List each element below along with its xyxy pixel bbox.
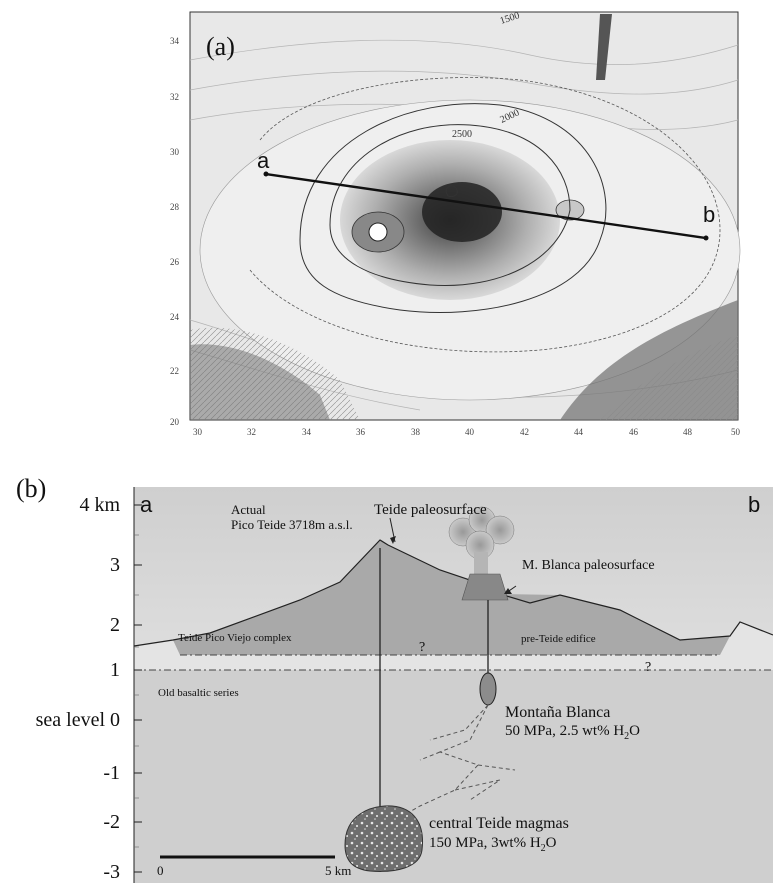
- central-teide-title: central Teide magmas: [429, 815, 569, 832]
- contour-lines: [299, 103, 607, 313]
- map-x-tick: 38: [411, 427, 420, 437]
- map-y-tick: 32: [170, 92, 179, 102]
- map-x-tick: 42: [520, 427, 529, 437]
- y-label-1: 1: [110, 659, 120, 681]
- y-label-4km: 4 km: [79, 494, 120, 516]
- map-y-tick: 30: [170, 147, 179, 157]
- mblanca-paleosurface-label: M. Blanca paleosurface: [522, 558, 655, 573]
- relief-map: [189, 11, 741, 421]
- teide-paleo-arrow: [389, 517, 396, 543]
- map-y-tick: 34: [170, 36, 179, 46]
- y-label-minus3: -3: [103, 861, 120, 883]
- map-y-tick: 24: [170, 312, 179, 322]
- y-label-sea-level: sea level 0: [35, 709, 120, 731]
- actual-label: Actual: [231, 502, 266, 517]
- y-axis-ticks: [134, 504, 142, 873]
- panel-b-label: (b): [16, 474, 47, 503]
- map-x-tick: 36: [356, 427, 365, 437]
- mblanca-paleo-arrow: [505, 585, 517, 594]
- map-x-tick: 46: [629, 427, 638, 437]
- map-x-tick: 32: [247, 427, 256, 437]
- map-x-tick: 44: [574, 427, 583, 437]
- y-label-2: 2: [110, 614, 120, 636]
- ravine: [596, 14, 612, 80]
- map-y-tick: 20: [170, 417, 179, 427]
- y-label-3: 3: [110, 554, 120, 576]
- scale-zero: 0: [157, 863, 164, 878]
- y-label-minus2: -2: [103, 811, 120, 833]
- pre-teide-label: pre-Teide edifice: [521, 633, 596, 645]
- scale-five-km: 5 km: [325, 863, 352, 878]
- question-mark-1: ?: [419, 640, 426, 655]
- panel-a-label: (a): [206, 32, 235, 61]
- profile-point-b: b: [703, 202, 716, 227]
- contour-label-2500: 2500: [452, 129, 472, 140]
- caldera-rim: [249, 77, 721, 353]
- mblanca-reservoir: [479, 672, 497, 706]
- pre-teide-layer: [134, 540, 773, 670]
- central-magma-chamber: [344, 805, 424, 872]
- tpv-complex-label: Teide Pico Viejo complex: [178, 632, 292, 644]
- section-end-b: b: [748, 492, 761, 517]
- montana-blanca-conditions: 50 MPa, 2.5 wt% H2O: [505, 723, 641, 742]
- map-y-tick: 28: [170, 202, 179, 212]
- dike-network: [394, 704, 516, 821]
- question-mark-2: ?: [645, 660, 652, 675]
- map-y-tick: 22: [170, 366, 179, 376]
- map-x-tick: 40: [465, 427, 474, 437]
- old-basaltic-label: Old basaltic series: [158, 687, 239, 699]
- profile-point-a: a: [257, 148, 270, 173]
- teide-paleosurface-label: Teide paleosurface: [374, 502, 487, 518]
- map-x-tick: 50: [731, 427, 740, 437]
- eruption-cloud: [448, 506, 515, 601]
- pico-teide-label: Pico Teide 3718m a.s.l.: [231, 517, 353, 532]
- montana-blanca-title: Montaña Blanca: [505, 704, 611, 721]
- central-teide-conditions: 150 MPa, 3wt% H2O: [429, 835, 557, 854]
- section-end-a: a: [140, 492, 153, 517]
- surface-profile: [133, 539, 773, 647]
- map-x-tick: 34: [302, 427, 311, 437]
- y-label-minus1: -1: [103, 762, 120, 784]
- map-x-tick: 48: [683, 427, 692, 437]
- map-x-tick: 30: [193, 427, 202, 437]
- profile-line: [265, 172, 707, 240]
- map-y-tick: 26: [170, 257, 179, 267]
